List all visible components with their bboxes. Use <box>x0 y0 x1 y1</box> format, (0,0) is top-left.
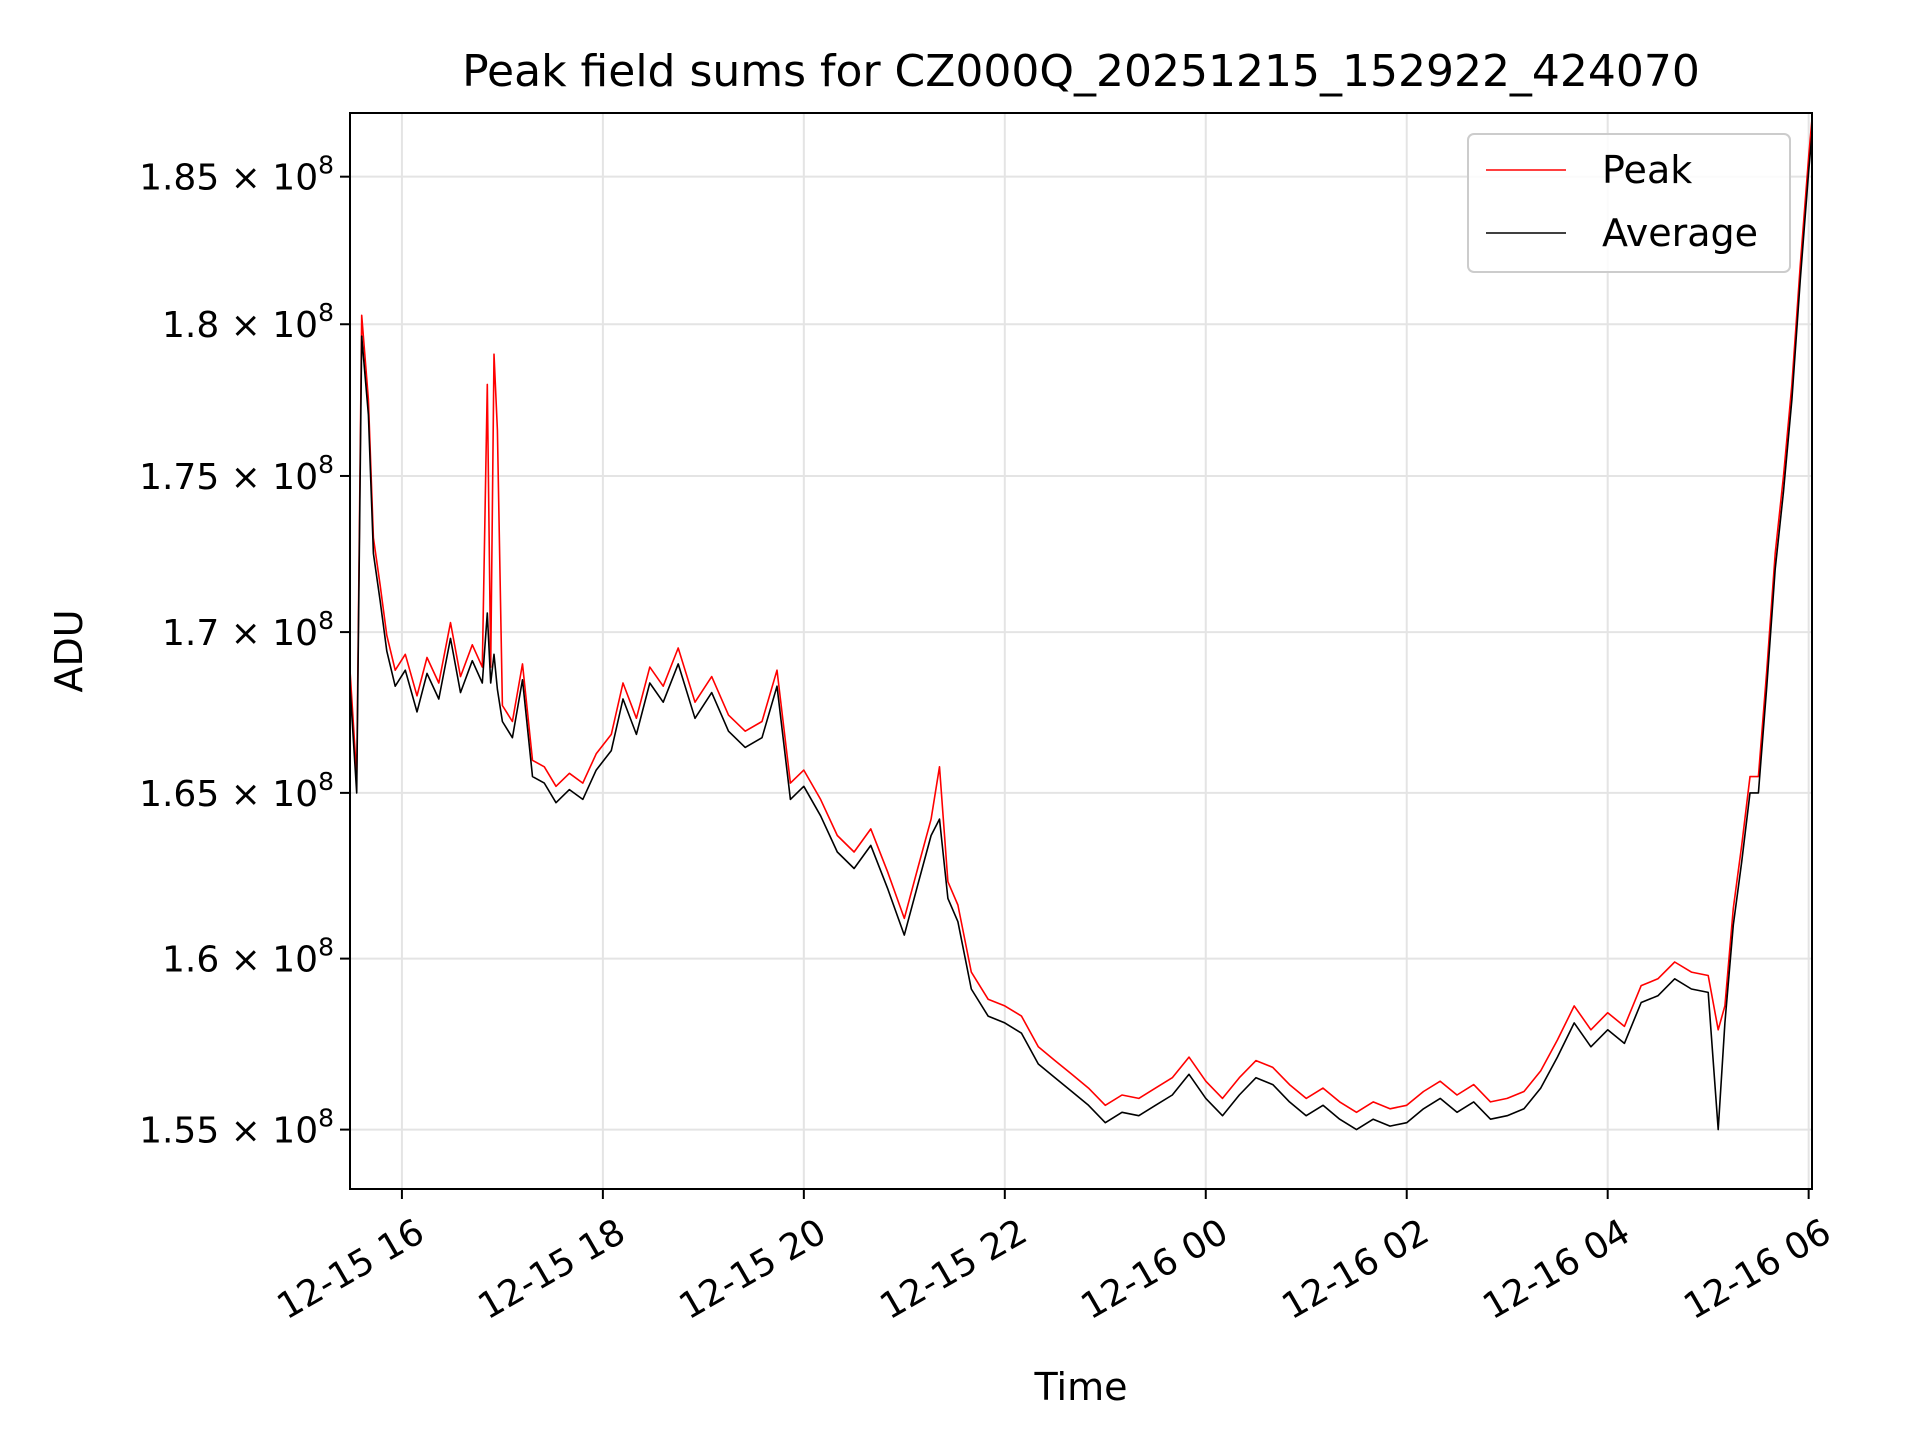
series-layer <box>350 118 1812 1131</box>
y-tick-label: 1.75 × 108 <box>139 450 334 498</box>
plot-frame <box>349 112 1813 1190</box>
y-tick-label: 1.6 × 108 <box>162 933 334 981</box>
legend-label-peak: Peak <box>1602 148 1692 192</box>
legend-label-average: Average <box>1602 211 1758 255</box>
y-tick-label: 1.85 × 108 <box>139 151 334 199</box>
grid <box>350 113 1812 1189</box>
x-axis-label: Time <box>1034 1365 1128 1409</box>
chart-title: Peak field sums for CZ000Q_20251215_1529… <box>462 46 1700 97</box>
y-tick-label: 1.8 × 108 <box>162 298 334 346</box>
legend: Peak Average <box>1467 133 1791 273</box>
legend-box <box>1467 133 1791 273</box>
y-axis: 1.55 × 108 1.6 × 108 1.65 × 108 1.7 × 108 1.… <box>139 151 350 1152</box>
series-line-average <box>350 133 1812 1131</box>
y-tick-label: 1.7 × 108 <box>162 606 334 654</box>
series-line-peak <box>350 118 1812 1114</box>
y-tick-label: 1.65 × 108 <box>139 767 334 815</box>
y-tick-label: 1.55 × 108 <box>139 1104 334 1152</box>
y-axis-label: ADU <box>47 609 91 692</box>
